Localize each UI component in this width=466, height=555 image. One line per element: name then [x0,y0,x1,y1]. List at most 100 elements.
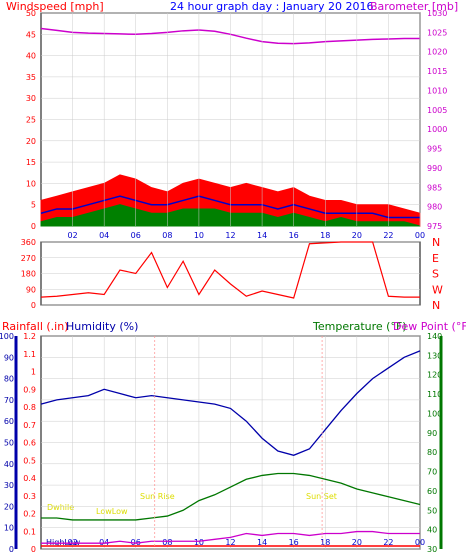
time-tick-label: 22 [383,231,393,240]
compass-label: E [432,252,439,265]
dewpoint-line [41,530,420,544]
barometer-tick-label: 985 [427,183,442,192]
barometer-tick-label: 980 [427,203,442,212]
humidity-line [40,350,421,456]
wind-tick-label: 15 [26,158,36,167]
temperature-tick-label: 120 [427,371,442,380]
rain-tick-label: 0.4 [23,474,36,483]
barometer-tick-label: 990 [427,164,442,173]
time-tick-label: 16 [289,231,299,240]
wind-tick-label: 10 [26,179,36,188]
barometer-tick-label: 1020 [427,48,447,57]
humidity-tick-label: 90 [4,353,14,362]
windspeed-axis-label: Windspeed [mph] [6,0,104,13]
highlow-label: HighLow [46,538,81,547]
humidity-tick-label: 20 [4,502,14,511]
time-tick-label: 12 [225,231,235,240]
rain-tick-label: 0.6 [23,439,36,448]
time-tick-label: 04 [99,231,109,240]
rain-tick-label: 0.3 [23,492,36,501]
sunset-label: Sun Set [306,492,337,501]
barometer-axis-label: Barometer [mb] [370,0,458,13]
temperature-tick-label: 100 [427,409,442,418]
rain-tick-label: 1 [31,368,36,377]
rain-tick-label: 0.8 [23,403,36,412]
time-tick-label: 14 [257,231,267,240]
wind-tick-label: 35 [26,73,36,82]
temperature-tick-label: 110 [427,390,442,399]
wind-tick-label: 25 [26,116,36,125]
rain-tick-label: 0.5 [23,456,36,465]
low-mid-label: LowLow [96,507,128,516]
rain-tick-label: 0.1 [23,527,36,536]
time-tick-label: 06 [131,538,141,547]
temperature-tick-label: 90 [427,429,437,438]
compass-label: S [432,268,439,281]
wind-tick-label: 5 [31,201,36,210]
direction-tick-label: 0 [31,301,36,310]
compass-label: W [432,283,443,296]
sunrise-label: Sun Rise [140,492,175,501]
barometer-tick-label: 1000 [427,125,447,134]
temperature-tick-label: 70 [427,468,437,477]
humidity-tick-label: 0 [9,545,14,554]
time-tick-label: 02 [67,538,77,547]
barometer-tick-label: 1015 [427,67,447,76]
barometer-tick-label: 995 [427,145,442,154]
time-tick-label: 16 [289,538,299,547]
time-tick-label: 08 [162,231,172,240]
rain-tick-label: 0.7 [23,421,36,430]
humidity-tick-label: 60 [4,417,14,426]
rain-tick-label: 0 [31,545,36,554]
time-tick-label: 14 [257,538,267,547]
rain-tick-label: 0.9 [23,385,36,394]
humidity-axis-label: Humidity (%) [66,320,138,333]
compass-label: N [432,236,440,249]
dewpoint-axis-label: Dew Point (°F) [393,320,466,333]
compass-label: N [432,299,440,312]
humidity-tick-label: 50 [4,439,14,448]
time-tick-label: 04 [99,538,109,547]
humidity-tick-label: 70 [4,396,14,405]
barometer-tick-label: 1005 [427,106,447,115]
time-tick-label: 18 [320,538,330,547]
time-tick-label: 20 [352,538,362,547]
time-tick-label: 22 [383,538,393,547]
wind-tick-label: 45 [26,30,36,39]
time-tick-label: 20 [352,231,362,240]
barometer-tick-label: 975 [427,222,442,231]
humidity-tick-label: 100 [0,332,14,341]
low-left-label: Dwhile [47,503,74,512]
direction-line [40,241,420,299]
wind-tick-label: 50 [26,9,36,18]
wind-tick-label: 0 [31,222,36,231]
humidity-tick-label: 30 [4,481,14,490]
chart-title: 24 hour graph day : January 20 2016 [170,0,374,13]
temperature-tick-label: 130 [427,351,442,360]
temperature-tick-label: 40 [427,526,437,535]
humidity-tick-label: 40 [4,460,14,469]
direction-tick-label: 270 [21,254,36,263]
direction-tick-label: 360 [21,238,36,247]
time-tick-label: 10 [194,538,204,547]
temperature-tick-label: 60 [427,487,437,496]
time-tick-label: 00 [415,538,425,547]
barometer-tick-label: 1025 [427,28,447,37]
wind-tick-label: 40 [26,52,36,61]
time-tick-label: 08 [162,538,172,547]
rainfall-axis-label: Rainfall (.in) [2,320,69,333]
time-tick-label: 10 [194,231,204,240]
time-tick-label: 02 [67,231,77,240]
rain-tick-label: 0.2 [23,510,36,519]
temperature-tick-label: 140 [427,332,442,341]
barometer-tick-label: 1030 [427,9,447,18]
temperature-tick-label: 30 [427,545,437,554]
temperature-axis-label: Temperature (°F) [312,320,407,333]
rain-tick-label: 1.2 [23,332,36,341]
humidity-tick-label: 10 [4,524,14,533]
direction-tick-label: 180 [21,270,36,279]
time-tick-label: 12 [225,538,235,547]
temperature-line [41,472,421,521]
humidity-tick-label: 80 [4,375,14,384]
temperature-tick-label: 50 [427,506,437,515]
